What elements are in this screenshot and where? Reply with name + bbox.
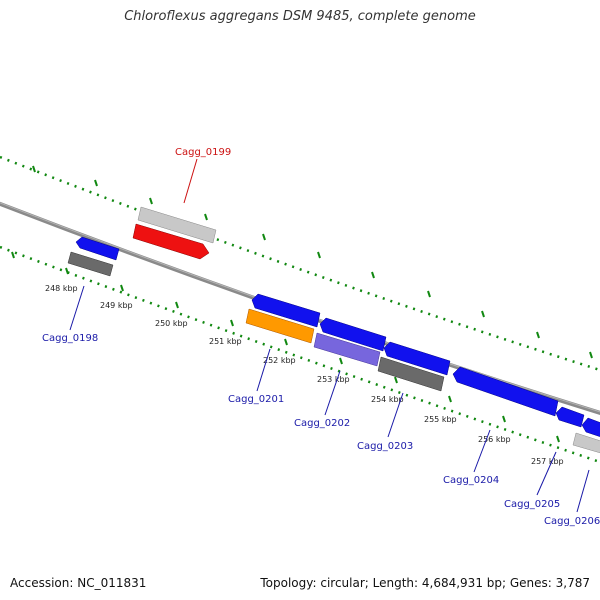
gene-feature-cagg-0205-cds[interactable]	[572, 432, 600, 454]
gene-feature-cagg-0205[interactable]	[555, 406, 585, 428]
gene-feature-cagg-0198[interactable]	[75, 236, 120, 261]
inner-tick-ring	[0, 245, 600, 464]
gene-feature-cagg-0199-cds[interactable]	[137, 206, 217, 244]
gene-feature-cagg-0201-cds[interactable]	[245, 308, 315, 344]
outer-tick-ring	[0, 155, 600, 372]
scale-label: 248 kbp	[45, 284, 78, 293]
genome-summary-text: Topology: circular; Length: 4,684,931 bp…	[260, 576, 590, 590]
gene-feature-cagg-0199[interactable]	[132, 223, 210, 260]
gene-label-cagg-0205[interactable]: Cagg_0205	[504, 499, 560, 510]
gene-feature-cagg-0198-cds[interactable]	[67, 251, 114, 277]
scale-label: 249 kbp	[100, 301, 133, 310]
gene-label-cagg-0206[interactable]: Cagg_0206	[544, 516, 600, 527]
gene-label-cagg-0202[interactable]: Cagg_0202	[294, 418, 350, 429]
label-leaders	[69, 158, 590, 513]
inner-major-ticks	[11, 251, 560, 443]
gene-feature-cagg-0201[interactable]	[251, 293, 321, 328]
gene-feature-cagg-0206[interactable]	[581, 417, 600, 438]
gene-label-cagg-0199[interactable]: Cagg_0199	[175, 147, 231, 158]
gene-label-cagg-0204[interactable]: Cagg_0204	[443, 475, 499, 486]
scale-label: 254 kbp	[371, 395, 404, 404]
scale-label: 252 kbp	[263, 356, 296, 365]
gene-feature-cagg-0204[interactable]	[452, 366, 559, 417]
gene-label-cagg-0198[interactable]: Cagg_0198	[42, 333, 98, 344]
scale-label: 253 kbp	[317, 375, 350, 384]
scale-label: 255 kbp	[424, 415, 457, 424]
scale-label: 257 kbp	[531, 457, 564, 466]
gene-label-cagg-0201[interactable]: Cagg_0201	[228, 394, 284, 405]
accession-text: Accession: NC_011831	[10, 576, 147, 590]
gene-features	[67, 206, 600, 454]
scale-label: 256 kbp	[478, 435, 511, 444]
gene-feature-cagg-0202[interactable]	[319, 317, 387, 352]
scale-label: 250 kbp	[155, 319, 188, 328]
gene-label-cagg-0203[interactable]: Cagg_0203	[357, 441, 413, 452]
gene-feature-cagg-0203[interactable]	[383, 341, 451, 376]
scale-labels: 248 kbp 249 kbp 250 kbp 251 kbp 252 kbp …	[45, 284, 564, 466]
gene-feature-cagg-0203-cds[interactable]	[377, 356, 445, 392]
scale-label: 251 kbp	[209, 337, 242, 346]
gene-labels: Cagg_0198 Cagg_0199 Cagg_0201 Cagg_0202 …	[42, 147, 600, 527]
gene-feature-cagg-0202-cds[interactable]	[313, 332, 381, 367]
outer-major-ticks	[32, 165, 593, 359]
map-title: Chloroflexus aggregans DSM 9485, complet…	[124, 9, 476, 24]
